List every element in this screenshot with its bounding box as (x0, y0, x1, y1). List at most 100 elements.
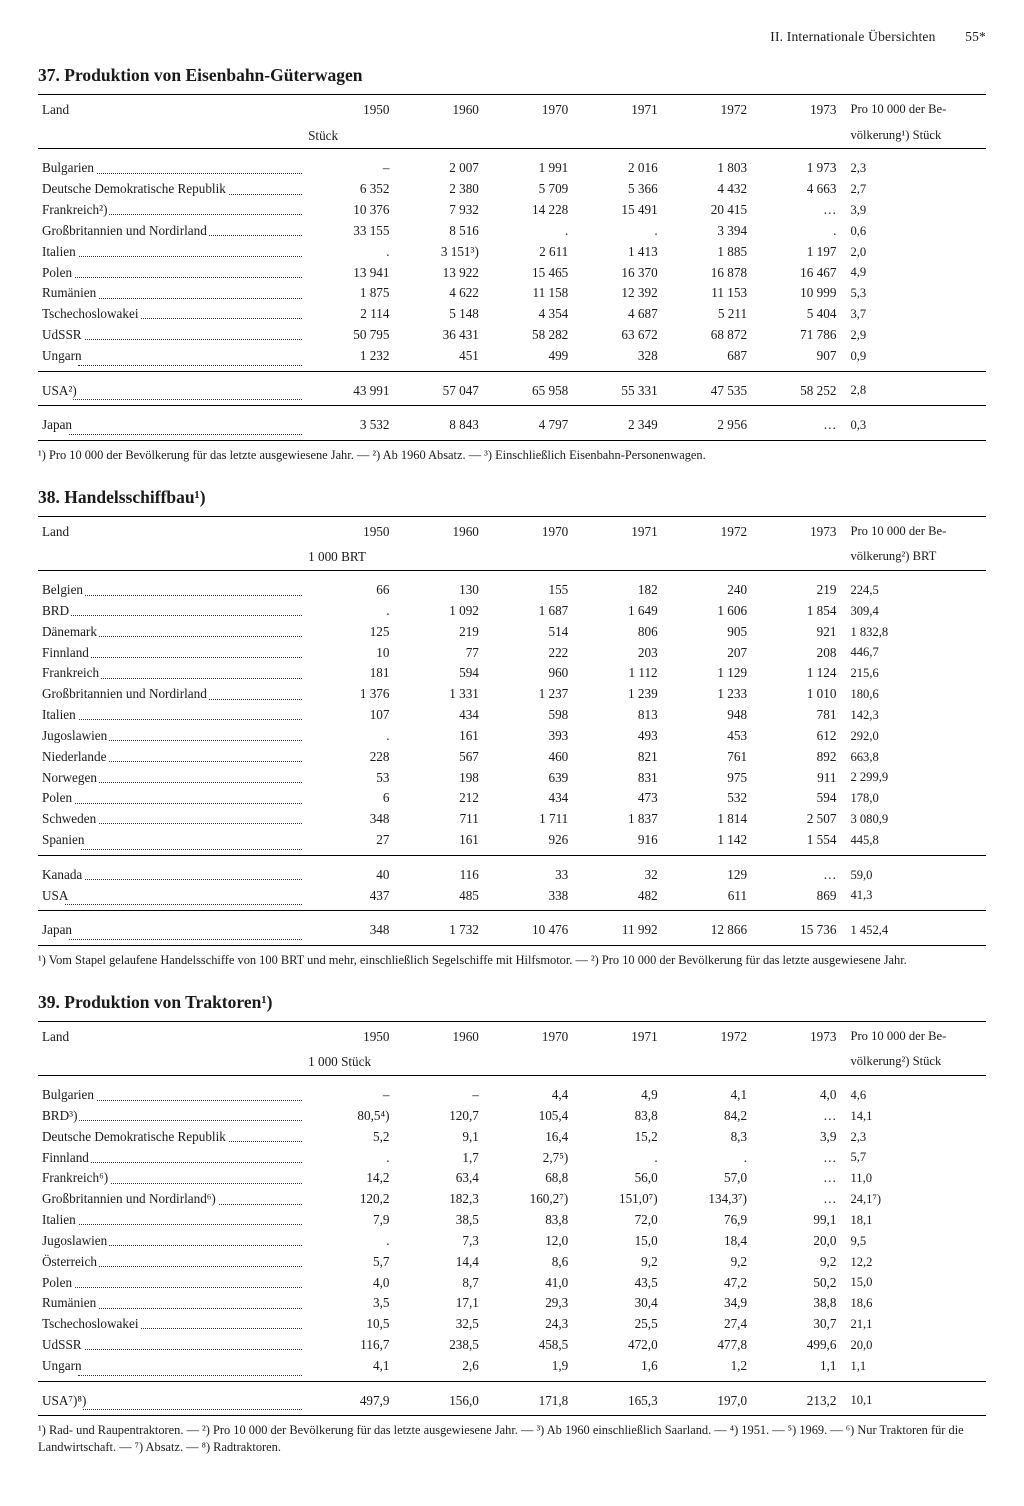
value-cell: 10 476 (483, 911, 572, 946)
value-cell: 1 413 (572, 241, 661, 262)
value-cell: 1 452,4 (840, 911, 986, 946)
value-cell: … (751, 1168, 840, 1189)
year-header: 1970 (483, 1021, 572, 1047)
value-cell: 5,7 (840, 1147, 986, 1168)
value-cell: 2 299,9 (840, 767, 986, 788)
value-cell: . (572, 220, 661, 241)
value-cell: . (304, 725, 393, 746)
value-cell: 5 709 (483, 179, 572, 200)
value-cell: 1 129 (662, 663, 751, 684)
value-cell: 4 354 (483, 304, 572, 325)
value-cell: 36 431 (393, 324, 482, 345)
country-cell: Polen (38, 1272, 304, 1293)
value-cell: 10,1 (840, 1381, 986, 1416)
value-cell: 1 239 (572, 684, 661, 705)
table-row: Kanada401163332129…59,0 (38, 855, 986, 885)
value-cell: 99,1 (751, 1210, 840, 1231)
lastcol-sub: völkerung¹) Stück (840, 121, 986, 149)
value-cell: 105,4 (483, 1106, 572, 1127)
value-cell: 156,0 (393, 1381, 482, 1416)
value-cell: 27,4 (662, 1314, 751, 1335)
table-row: Norwegen531986398319759112 299,9 (38, 767, 986, 788)
running-head: II. Internationale Übersichten 55* (38, 28, 986, 46)
country-cell: Rumänien (38, 283, 304, 304)
value-cell: 2 114 (304, 304, 393, 325)
value-cell: 1 010 (751, 684, 840, 705)
value-cell: 182,3 (393, 1189, 482, 1210)
table-row: Deutsche Demokratische Republik6 3522 38… (38, 179, 986, 200)
value-cell: 916 (572, 829, 661, 855)
value-cell: 5,3 (840, 283, 986, 304)
country-cell: Jugoslawien (38, 1230, 304, 1251)
country-cell: Belgien (38, 571, 304, 601)
value-cell: 892 (751, 746, 840, 767)
country-cell: Italien (38, 1210, 304, 1231)
value-cell: 393 (483, 725, 572, 746)
value-cell: 8 516 (393, 220, 482, 241)
value-cell: 869 (751, 885, 840, 911)
value-cell: 151,0⁷) (572, 1189, 661, 1210)
footnote: ¹) Pro 10 000 der Bevölkerung für das le… (38, 447, 986, 464)
value-cell: 107 (304, 705, 393, 726)
country-cell: Großbritannien und Nordirland⁶) (38, 1189, 304, 1210)
value-cell: 8,6 (483, 1251, 572, 1272)
value-cell: 451 (393, 345, 482, 371)
value-cell: 2,3 (840, 1126, 986, 1147)
country-cell: Deutsche Demokratische Republik (38, 1126, 304, 1147)
value-cell: 198 (393, 767, 482, 788)
value-cell: 482 (572, 885, 661, 911)
value-cell: … (751, 200, 840, 221)
value-cell: 41,3 (840, 885, 986, 911)
value-cell: 907 (751, 345, 840, 371)
value-cell: 1 837 (572, 809, 661, 830)
country-cell: Italien (38, 241, 304, 262)
table-row: USA²)43 99157 04765 95855 33147 53558 25… (38, 371, 986, 406)
value-cell: 120,7 (393, 1106, 482, 1127)
value-cell: 472,0 (572, 1334, 661, 1355)
value-cell: 1 854 (751, 601, 840, 622)
value-cell: 116 (393, 855, 482, 885)
value-cell: 134,3⁷) (662, 1189, 751, 1210)
value-cell: 129 (662, 855, 751, 885)
value-cell: 0,9 (840, 345, 986, 371)
value-cell: – (304, 1076, 393, 1106)
value-cell: 781 (751, 705, 840, 726)
value-cell: 11 992 (572, 911, 661, 946)
country-cell: Norwegen (38, 767, 304, 788)
value-cell: 4,9 (572, 1076, 661, 1106)
value-cell: 9,2 (572, 1251, 661, 1272)
value-cell: 4,1 (662, 1076, 751, 1106)
value-cell: 33 155 (304, 220, 393, 241)
country-cell: Österreich (38, 1251, 304, 1272)
value-cell: 40 (304, 855, 393, 885)
country-cell: USA (38, 885, 304, 911)
value-cell: 477,8 (662, 1334, 751, 1355)
value-cell: 2 349 (572, 406, 661, 441)
table-row: Polen4,08,741,043,547,250,215,0 (38, 1272, 986, 1293)
year-header: 1972 (662, 94, 751, 120)
table-row: Schweden3487111 7111 8371 8142 5073 080,… (38, 809, 986, 830)
value-cell: 120,2 (304, 1189, 393, 1210)
value-cell: 2,7 (840, 179, 986, 200)
value-cell: 514 (483, 621, 572, 642)
value-cell: 53 (304, 767, 393, 788)
value-cell: 5 148 (393, 304, 482, 325)
value-cell: 68,8 (483, 1168, 572, 1189)
value-cell: 1 197 (751, 241, 840, 262)
value-cell: 1 991 (483, 149, 572, 179)
value-cell: 238,5 (393, 1334, 482, 1355)
value-cell: 55 331 (572, 371, 661, 406)
value-cell: 125 (304, 621, 393, 642)
value-cell: 2,9 (840, 324, 986, 345)
unit-label: Stück (304, 121, 393, 149)
country-cell: Bulgarien (38, 1076, 304, 1106)
value-cell: 3 151³) (393, 241, 482, 262)
unit-label: 1 000 Stück (304, 1047, 393, 1075)
value-cell: 57 047 (393, 371, 482, 406)
value-cell: 27 (304, 829, 393, 855)
value-cell: 960 (483, 663, 572, 684)
value-cell: 639 (483, 767, 572, 788)
year-header: 1950 (304, 1021, 393, 1047)
country-cell: BRD³) (38, 1106, 304, 1127)
table-row: Finnland1077222203207208446,7 (38, 642, 986, 663)
